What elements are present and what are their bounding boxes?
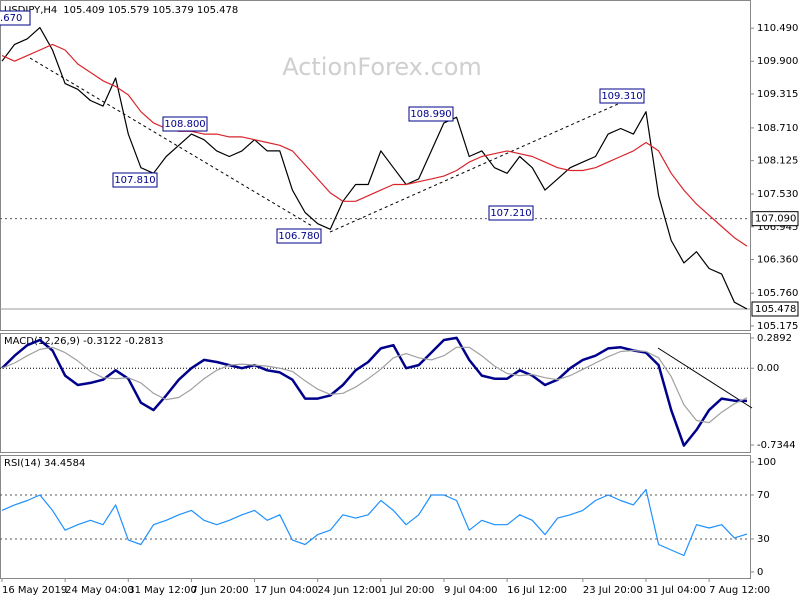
annotation-box xyxy=(162,116,208,132)
y-tick-label: 0.00 xyxy=(757,363,779,374)
level-box xyxy=(751,301,799,317)
annotation-box xyxy=(408,106,454,122)
annotation: 107.210 xyxy=(490,208,531,219)
annotation: 108.800 xyxy=(164,119,205,130)
watermark: ActionForex.com xyxy=(282,53,482,81)
macd-frame xyxy=(0,333,751,453)
y-tick-label: 105.760 xyxy=(757,288,798,299)
annotation-box xyxy=(276,228,322,244)
trend-line xyxy=(657,347,753,409)
y-tick-label: 107.530 xyxy=(757,189,798,200)
level-label: 107.090 xyxy=(755,214,796,225)
x-tick-label: 9 Jul 04:00 xyxy=(444,585,498,596)
annotation: 0.670 xyxy=(0,13,22,24)
x-tick-label: 7 Aug 12:00 xyxy=(709,585,770,596)
annotation-box xyxy=(488,205,534,221)
y-tick-label: 108.710 xyxy=(757,123,798,134)
y-tick-label: 100 xyxy=(757,457,776,468)
ohlc: 105.409 105.579 105.379 105.478 xyxy=(63,5,238,16)
y-tick-label: 106.945 xyxy=(757,222,798,233)
y-tick-label: 109.900 xyxy=(757,56,798,67)
level-box xyxy=(751,211,799,227)
x-tick-label: 16 Jul 12:00 xyxy=(507,585,567,596)
annotation: 106.780 xyxy=(278,231,319,242)
x-tick-label: 31 May 12:00 xyxy=(128,585,197,596)
price-frame xyxy=(0,0,751,331)
y-tick-label: 108.125 xyxy=(757,156,798,167)
rsi-title: RSI(14) 34.4584 xyxy=(4,458,85,469)
rsi-frame xyxy=(0,455,751,579)
annotation: 108.990 xyxy=(410,109,451,120)
y-tick-label: 30 xyxy=(757,534,770,545)
x-tick-label: 23 Jul 20:00 xyxy=(583,585,643,596)
annotation: 107.810 xyxy=(114,175,155,186)
trend-line xyxy=(29,57,313,227)
series-line xyxy=(1,27,748,310)
y-tick-label: 0.2892 xyxy=(757,333,792,344)
series-line xyxy=(1,43,748,247)
x-tick-label: 24 May 04:00 xyxy=(65,585,134,596)
annotation-box xyxy=(0,10,31,26)
y-tick-label: 109.315 xyxy=(757,89,798,100)
series-line xyxy=(1,346,748,424)
x-tick-label: 31 Jul 04:00 xyxy=(646,585,706,596)
annotation-box xyxy=(112,172,158,188)
chart-title: USDJPY,H4 xyxy=(4,5,57,16)
annotation-box xyxy=(599,88,645,104)
y-tick-label: 105.175 xyxy=(757,321,798,332)
y-tick-label: -0.7344 xyxy=(757,440,796,451)
y-tick-label: 106.360 xyxy=(757,255,798,266)
macd-title: MACD(12,26,9) -0.3122 -0.2813 xyxy=(4,336,164,347)
price-header: USDJPY,H4 105.409 105.579 105.379 105.478 xyxy=(4,5,238,16)
series-line xyxy=(1,488,748,557)
y-tick-label: 70 xyxy=(757,490,770,501)
x-tick-label: 1 Jul 20:00 xyxy=(381,585,435,596)
annotation: 109.310 xyxy=(601,91,642,102)
y-tick-label: 110.490 xyxy=(757,23,798,34)
level-label: 105.478 xyxy=(755,304,796,315)
x-tick-label: 24 Jun 12:00 xyxy=(318,585,382,596)
y-tick-label: 0 xyxy=(757,567,763,578)
x-tick-label: 16 May 2019 xyxy=(2,585,67,596)
x-tick-label: 7 Jun 20:00 xyxy=(191,585,248,596)
x-tick-label: 17 Jun 04:00 xyxy=(255,585,319,596)
